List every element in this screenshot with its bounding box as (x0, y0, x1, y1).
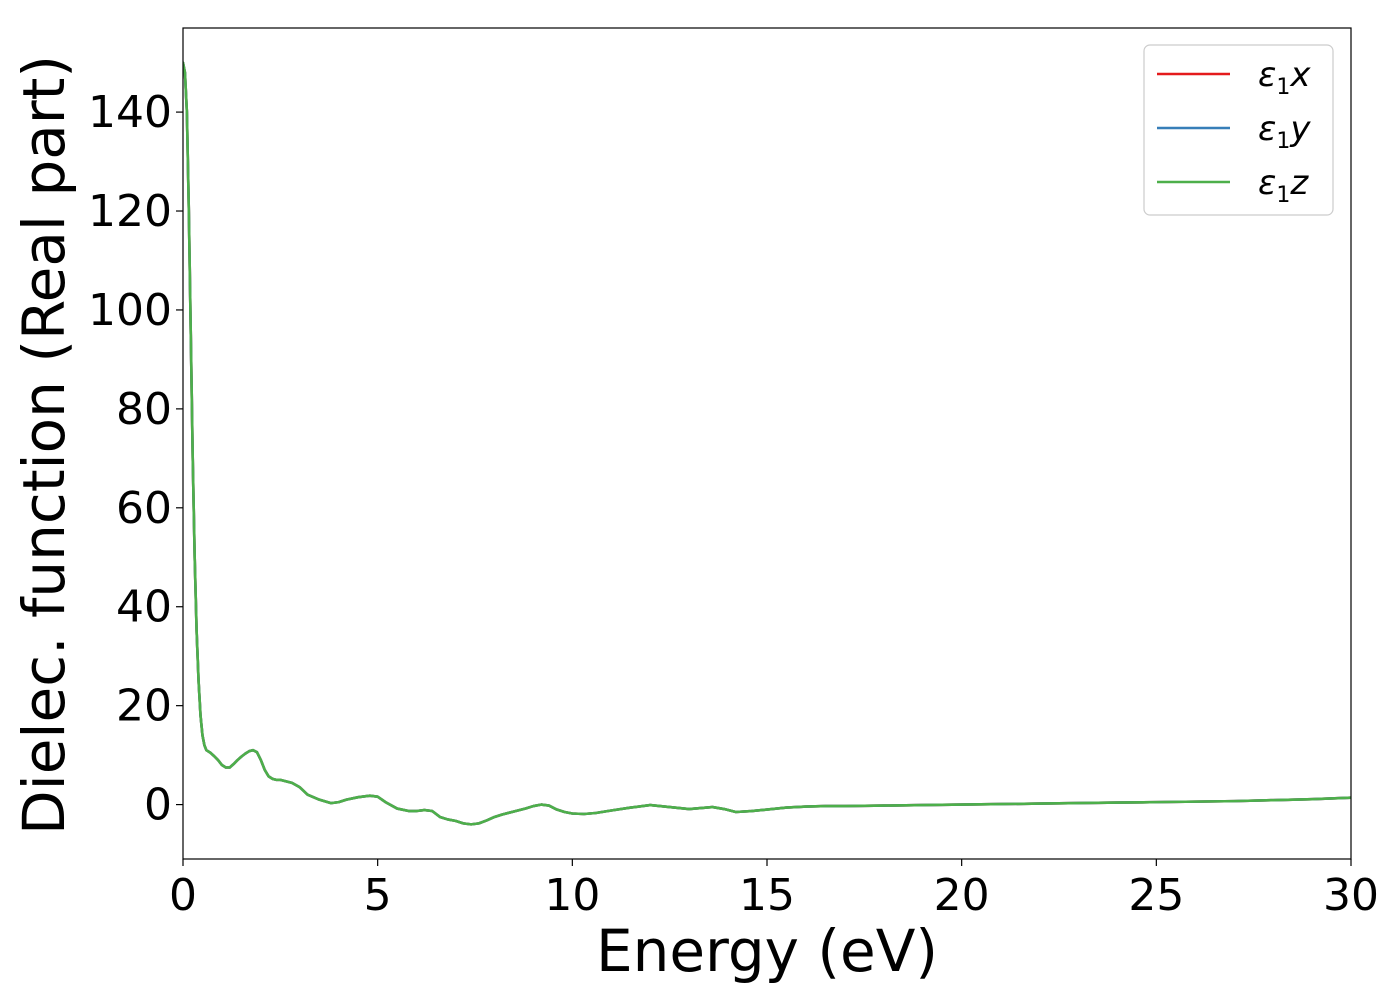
y-tick-label: 40 (116, 582, 172, 633)
y-tick-label: 120 (88, 186, 172, 237)
y-tick-label: 140 (88, 87, 172, 138)
x-tick-label: 15 (739, 870, 795, 921)
legend: ε1x ε1y ε1z (1143, 44, 1334, 216)
series-layer (183, 61, 1351, 826)
legend-label: ε1y (1258, 109, 1311, 154)
x-tick-label: 10 (544, 870, 600, 921)
y-tick-label: 0 (144, 780, 172, 831)
legend-box (1143, 44, 1334, 216)
y-tick-label: 20 (116, 681, 172, 732)
y-axis-title: Dielec. function (Real part) (10, 55, 78, 835)
x-axis: 0 5 10 15 20 25 30 (169, 859, 1379, 921)
legend-label: ε1x (1258, 55, 1311, 100)
x-tick-label: 25 (1128, 870, 1184, 921)
y-tick-label: 60 (116, 483, 172, 534)
series-line-3 (183, 61, 1351, 826)
x-axis-title: Energy (eV) (596, 917, 938, 985)
y-axis: 0 20 40 60 80 100 120 140 (88, 87, 183, 831)
y-tick-label: 100 (88, 285, 172, 336)
y-tick-label: 80 (116, 384, 172, 435)
x-tick-label: 5 (364, 870, 392, 921)
x-tick-label: 0 (169, 870, 197, 921)
x-tick-label: 20 (934, 870, 990, 921)
x-tick-label: 30 (1323, 870, 1379, 921)
legend-label: ε1z (1258, 163, 1309, 208)
